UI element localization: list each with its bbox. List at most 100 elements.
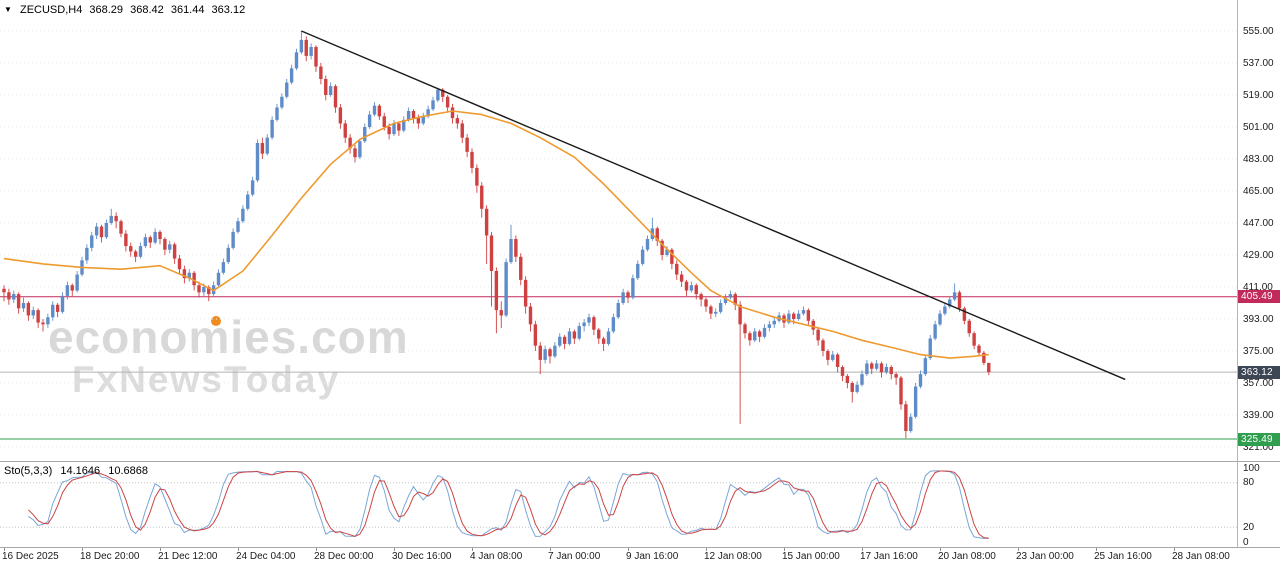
candle bbox=[606, 331, 611, 344]
price-axis-label: 447.00 bbox=[1243, 217, 1274, 229]
level-lines bbox=[0, 296, 1237, 440]
candle bbox=[397, 123, 401, 131]
price-axis-label: 501.00 bbox=[1243, 121, 1274, 133]
candle bbox=[499, 310, 503, 316]
candle bbox=[475, 167, 479, 186]
candle bbox=[182, 269, 187, 279]
watermark-brand: economies.com bbox=[48, 314, 409, 361]
price-axis-label: 357.00 bbox=[1243, 377, 1274, 389]
candle bbox=[587, 317, 591, 323]
price-axis-label: 429.00 bbox=[1243, 249, 1274, 261]
candle bbox=[553, 345, 557, 357]
time-axis-tick bbox=[238, 548, 239, 551]
candle bbox=[480, 185, 484, 209]
time-axis-label: 30 Dec 16:00 bbox=[392, 551, 452, 562]
candle bbox=[236, 221, 240, 232]
candle bbox=[441, 89, 445, 97]
candle bbox=[163, 239, 167, 250]
candle bbox=[665, 249, 669, 255]
candle bbox=[275, 107, 279, 120]
candle bbox=[572, 331, 577, 339]
pane-separator[interactable] bbox=[0, 461, 1280, 462]
candle bbox=[348, 137, 352, 149]
candle bbox=[406, 111, 411, 120]
candle bbox=[207, 287, 211, 295]
candle bbox=[90, 235, 94, 248]
candle bbox=[528, 306, 533, 325]
candle bbox=[835, 354, 840, 367]
candle bbox=[494, 271, 499, 311]
candle bbox=[904, 404, 908, 431]
candle bbox=[689, 285, 694, 291]
time-axis-tick bbox=[316, 548, 317, 551]
watermark: economies.com FxNewsToday bbox=[48, 314, 409, 399]
candle bbox=[757, 331, 762, 337]
candle bbox=[796, 313, 801, 319]
indicator-axis-label: 80 bbox=[1243, 477, 1255, 489]
candle bbox=[85, 247, 89, 261]
price-axis-label: 375.00 bbox=[1243, 345, 1274, 357]
price-axis-label: 339.00 bbox=[1243, 409, 1274, 421]
candle bbox=[99, 226, 104, 238]
candle bbox=[231, 231, 235, 248]
time-axis-tick bbox=[784, 548, 785, 551]
candle bbox=[309, 47, 313, 56]
time-axis-label: 23 Jan 00:00 bbox=[1016, 551, 1074, 562]
candle bbox=[7, 292, 11, 300]
candle bbox=[138, 246, 143, 257]
candle bbox=[811, 320, 815, 330]
candle bbox=[558, 336, 562, 346]
time-axis-tick bbox=[1018, 548, 1019, 551]
candle bbox=[899, 377, 903, 405]
candle bbox=[392, 123, 396, 135]
candle bbox=[255, 143, 260, 181]
time-axis-tick bbox=[160, 548, 161, 551]
candle bbox=[324, 79, 328, 95]
candle bbox=[260, 143, 265, 154]
symbol-dropdown-icon[interactable]: ▼ bbox=[4, 5, 12, 14]
candle bbox=[655, 228, 659, 241]
price-axis-line bbox=[1237, 0, 1238, 547]
price-axis-label: 411.00 bbox=[1243, 281, 1273, 293]
candle bbox=[294, 52, 299, 69]
candle bbox=[631, 278, 635, 298]
time-axis-label: 24 Dec 04:00 bbox=[236, 551, 296, 562]
candle bbox=[597, 329, 601, 339]
candle bbox=[216, 272, 221, 286]
candle bbox=[94, 226, 99, 236]
candle bbox=[845, 375, 850, 383]
candle bbox=[143, 237, 148, 247]
price-chart-canvas[interactable] bbox=[0, 0, 1237, 461]
time-axis-tick bbox=[628, 548, 629, 551]
time-axis-label: 7 Jan 00:00 bbox=[548, 551, 601, 562]
candle bbox=[738, 304, 742, 325]
ohlc-low: 361.44 bbox=[170, 4, 205, 16]
candle bbox=[714, 311, 718, 314]
candle bbox=[114, 215, 118, 222]
stochastic-chart-canvas[interactable] bbox=[0, 462, 1237, 547]
candle bbox=[972, 333, 976, 346]
indicator-axis-label: 20 bbox=[1243, 521, 1255, 533]
candle bbox=[870, 363, 874, 369]
indicator-value-signal: 10.6868 bbox=[108, 465, 148, 477]
candle bbox=[977, 345, 981, 353]
candle bbox=[411, 111, 416, 119]
candle bbox=[987, 362, 991, 373]
candle bbox=[616, 303, 620, 318]
candle bbox=[109, 215, 113, 223]
candle bbox=[177, 258, 182, 270]
candle bbox=[728, 294, 733, 298]
candle bbox=[70, 285, 74, 291]
candle bbox=[538, 345, 542, 360]
candle bbox=[821, 340, 825, 351]
candle bbox=[129, 246, 133, 252]
support-price-tag: 325.49 bbox=[1238, 432, 1280, 446]
candle bbox=[889, 367, 893, 375]
time-axis-tick bbox=[1096, 548, 1097, 551]
candle bbox=[299, 39, 304, 53]
descending-trendline bbox=[301, 30, 1126, 381]
candle bbox=[367, 114, 372, 127]
candle bbox=[445, 96, 450, 108]
candle bbox=[363, 127, 367, 142]
candle bbox=[421, 116, 425, 124]
